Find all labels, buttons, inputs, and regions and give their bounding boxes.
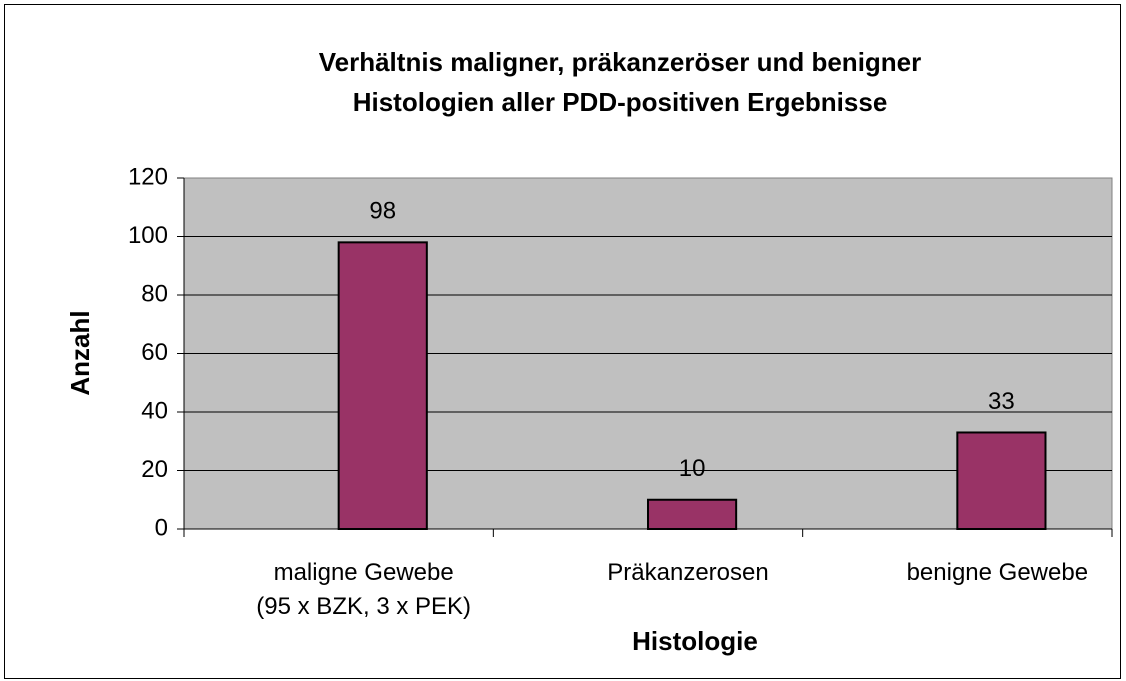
x-axis-title: Histologie	[632, 626, 758, 656]
y-axis-title: Anzahl	[65, 310, 95, 395]
y-tick-label: 120	[128, 163, 168, 190]
x-tick-label: Präkanzerosen	[607, 559, 769, 586]
y-tick-label: 20	[141, 456, 168, 483]
x-tick-label: maligne Gewebe (95 x BZK, 3 x PEK)	[256, 559, 472, 620]
y-tick-label: 80	[141, 280, 168, 307]
bar	[647, 498, 738, 530]
y-tick-label: 40	[141, 397, 168, 424]
y-tick-label: 100	[128, 222, 168, 249]
y-tick-label: 60	[141, 339, 168, 366]
bar	[956, 431, 1047, 531]
x-tick-label: benigne Gewebe	[906, 559, 1089, 586]
bar	[337, 241, 428, 530]
value-label: 33	[988, 388, 1015, 415]
y-tick-label: 0	[155, 514, 168, 541]
value-label: 10	[679, 455, 706, 482]
value-label: 98	[369, 198, 396, 225]
chart-title: Verhältnis maligner, präkanzeröser und b…	[318, 47, 922, 117]
